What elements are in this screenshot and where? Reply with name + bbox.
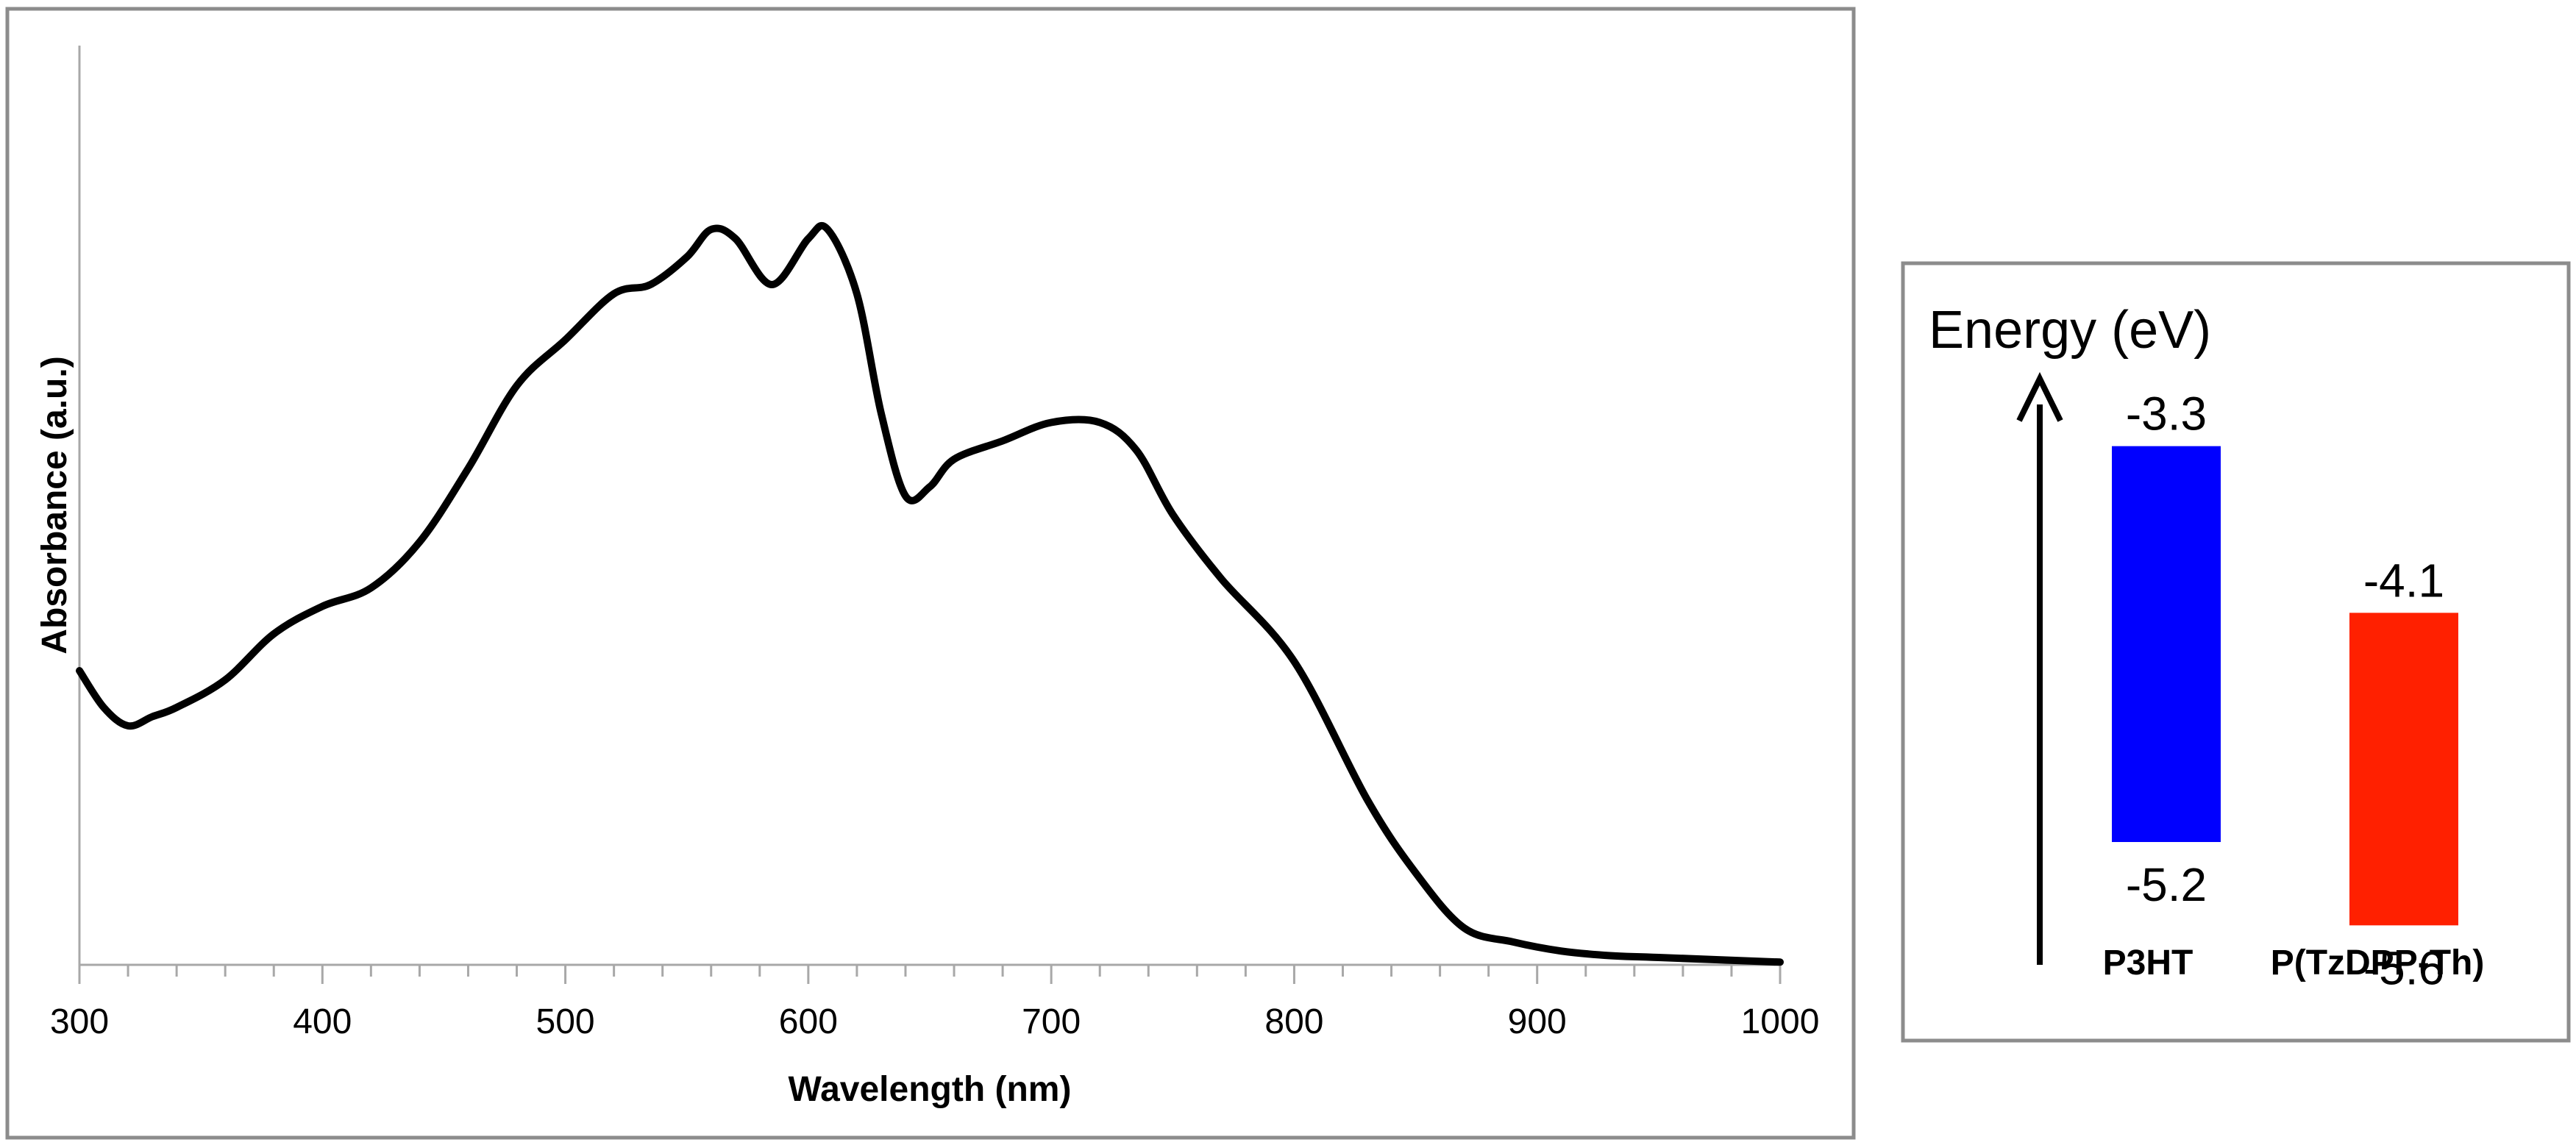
energy-bar-p-tzdpp-th bbox=[2349, 613, 2458, 926]
energy-panel: Energy (eV) -3.3 -5.2 P3HT -4.1 -5.6P(TzDPP-… bbox=[1901, 261, 2571, 1043]
x-axis-title: Wavelength (nm) bbox=[789, 1070, 1072, 1109]
material-label: P(TzDPP-Th) bbox=[2271, 944, 2485, 982]
lumo-label: -3.3 bbox=[2126, 388, 2207, 440]
arrow-up-icon bbox=[2016, 371, 2063, 422]
x-tick-label: 300 bbox=[50, 1002, 109, 1041]
x-axis-ticks bbox=[78, 965, 1782, 984]
material-label: P3HT bbox=[2103, 944, 2193, 982]
x-tick-label: 500 bbox=[536, 1002, 595, 1041]
homo-label: -5.2 bbox=[2126, 858, 2207, 911]
absorption-panel: 300 400 500 600 700 800 900 1000 Wavelength (nm… bbox=[5, 7, 1856, 1140]
energy-level-bars: -3.3 -5.2 P3HT -4.1 -5.6P(TzDPP-Th) bbox=[2103, 388, 2485, 995]
x-tick-label: 400 bbox=[293, 1002, 352, 1041]
y-axis-title: Absorbance (a.u.) bbox=[35, 356, 74, 654]
absorption-spectrum-line bbox=[76, 221, 1784, 966]
homo-label: -5.6 bbox=[2363, 941, 2444, 994]
energy-panel-frame bbox=[1901, 261, 2571, 1043]
x-axis-tick-labels: 300 400 500 600 700 800 900 1000 bbox=[50, 1002, 1819, 1041]
energy-bar-p3ht bbox=[2112, 446, 2221, 842]
x-tick-label: 1000 bbox=[1741, 1002, 1820, 1041]
absorption-panel-frame bbox=[5, 7, 1856, 1140]
lumo-label: -4.1 bbox=[2363, 554, 2444, 607]
x-tick-label: 600 bbox=[779, 1002, 838, 1041]
x-tick-label: 900 bbox=[1508, 1002, 1567, 1041]
x-tick-label: 700 bbox=[1022, 1002, 1081, 1041]
energy-axis-title: Energy (eV) bbox=[1929, 301, 2211, 360]
x-tick-label: 800 bbox=[1264, 1002, 1323, 1041]
